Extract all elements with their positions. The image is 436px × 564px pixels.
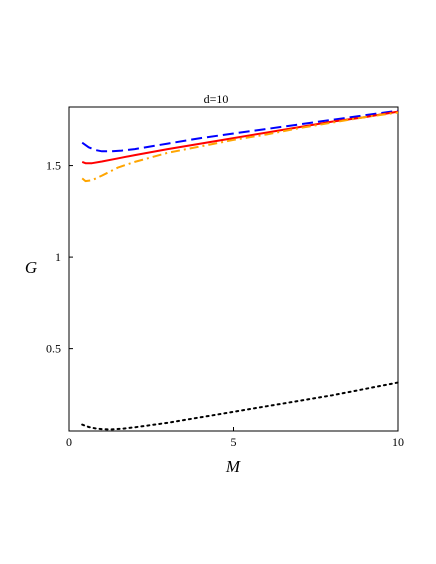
y-tick-label: 0.5	[46, 342, 61, 356]
x-tick-label: 5	[231, 435, 237, 449]
y-axis-label: G	[25, 258, 37, 277]
x-axis-label: M	[225, 457, 241, 476]
y-ticks: 0.5 1 1.5	[46, 159, 73, 356]
x-ticks: 0 5 10	[66, 427, 404, 449]
chart-title: d=10	[204, 92, 229, 106]
series-line-dotted	[81, 381, 399, 431]
series-line-solid	[81, 110, 399, 165]
y-tick-label: 1	[55, 250, 61, 264]
x-tick-label: 0	[66, 435, 72, 449]
plot-frame	[68, 106, 399, 432]
x-tick-label: 10	[392, 435, 404, 449]
y-tick-label: 1.5	[46, 159, 61, 173]
series-line-dashed	[81, 109, 399, 153]
series-layer	[81, 109, 399, 431]
series-line-dashdot	[81, 111, 399, 183]
